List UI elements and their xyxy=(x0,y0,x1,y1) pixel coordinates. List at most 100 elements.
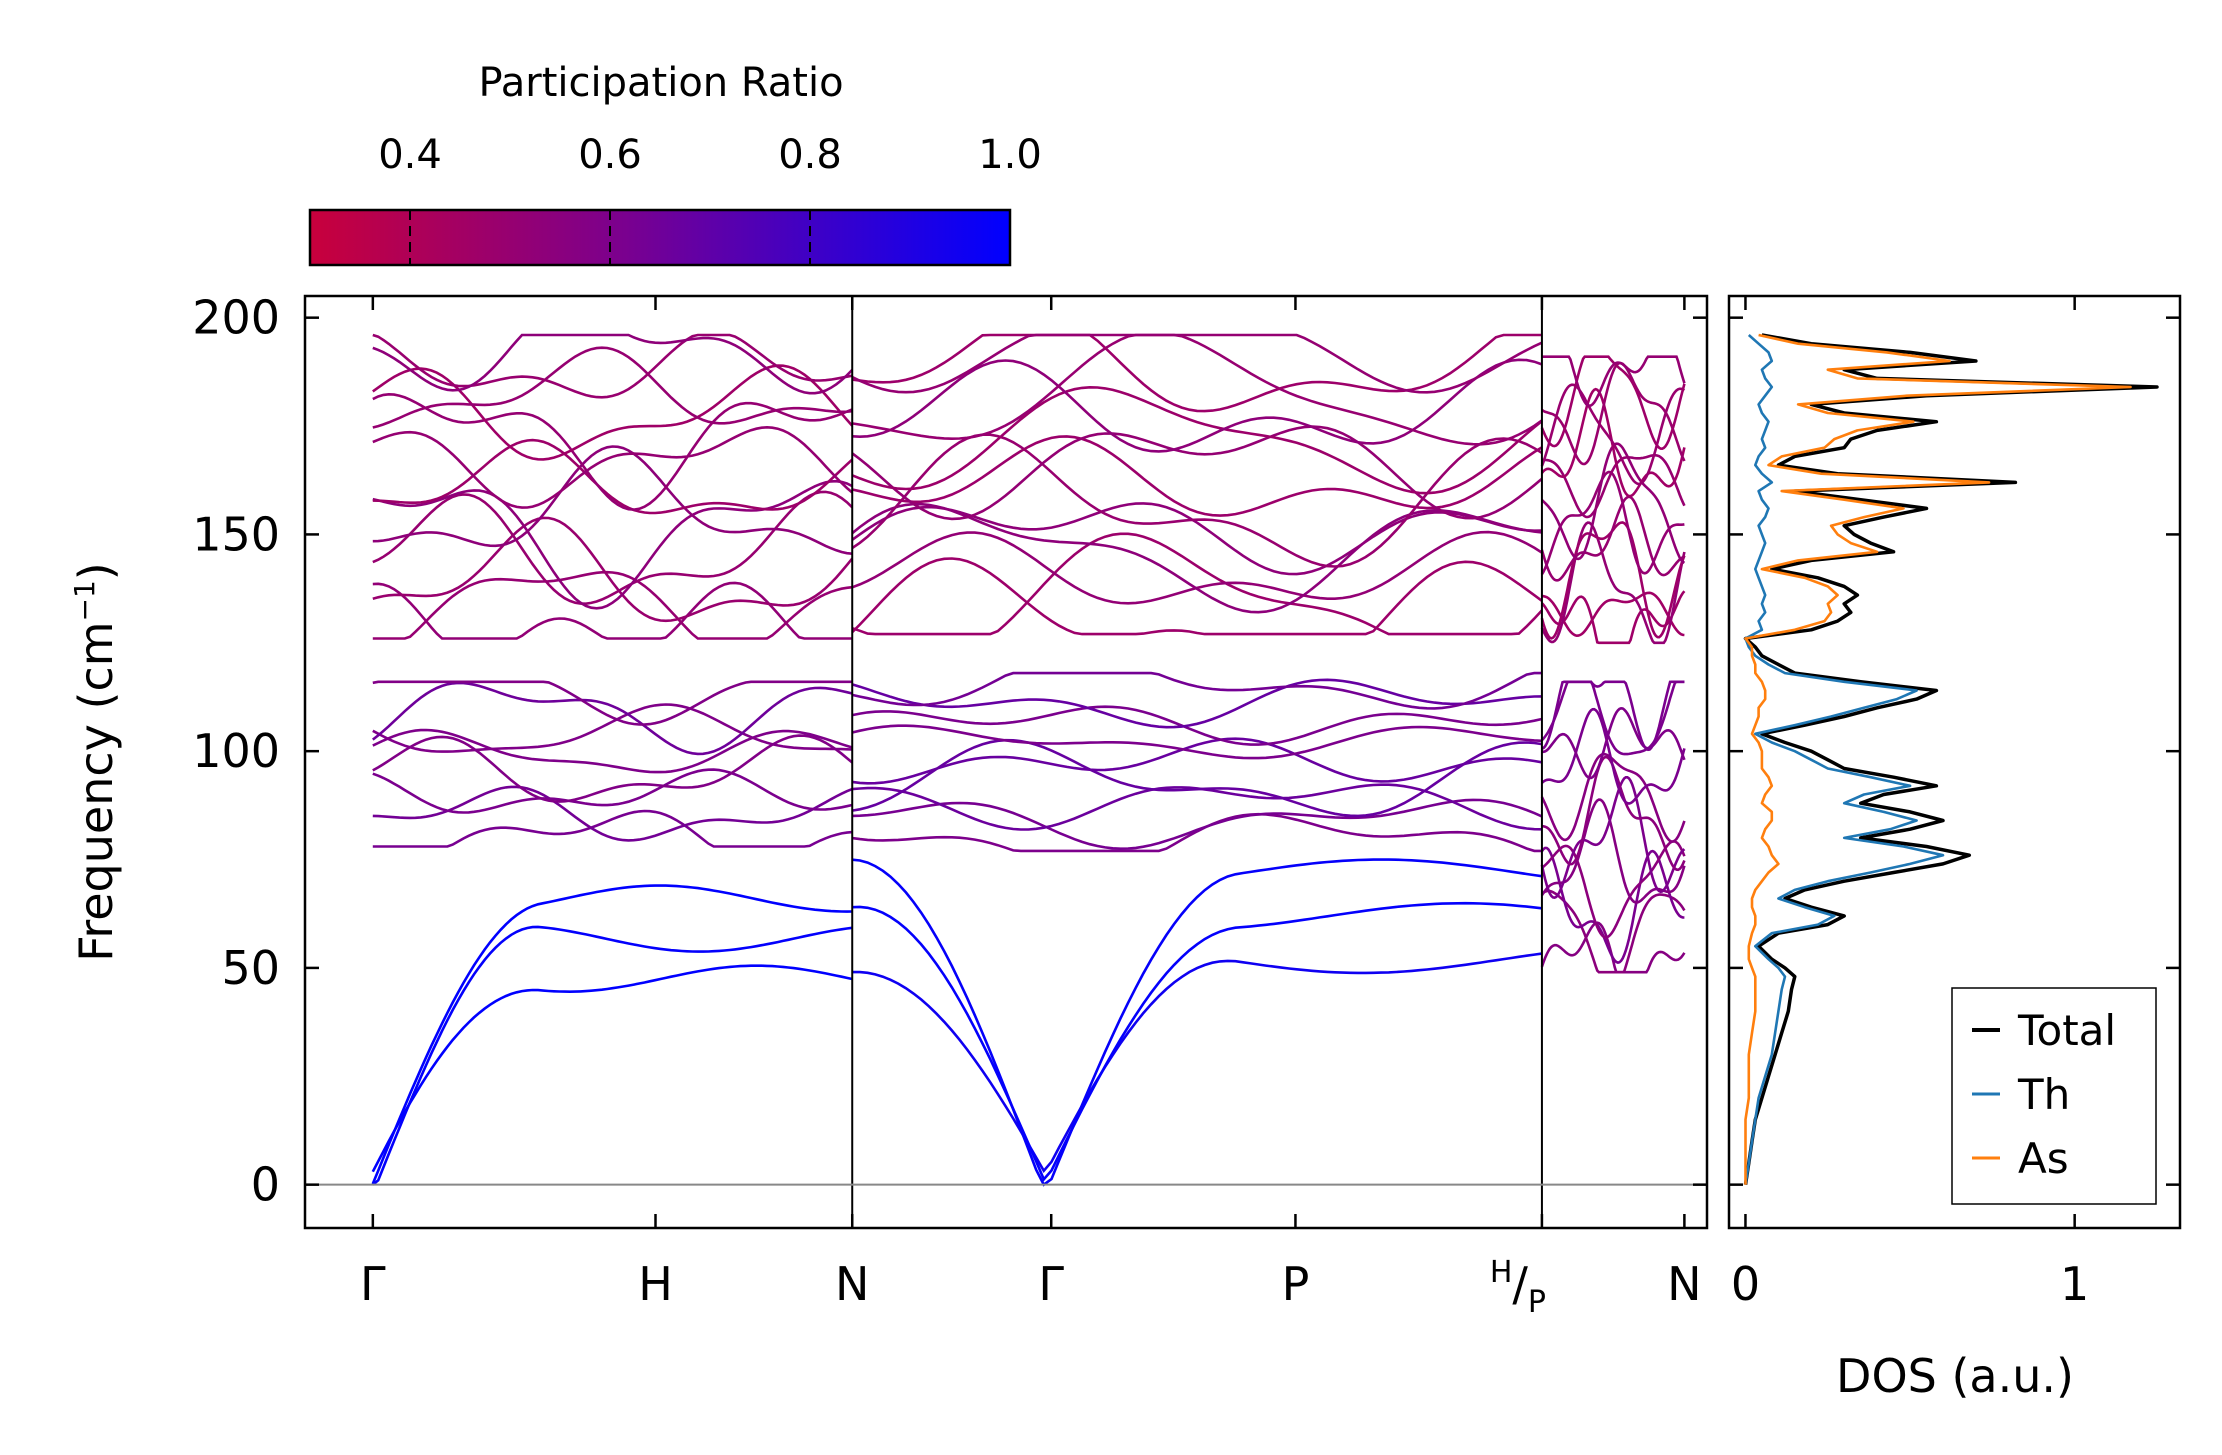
dos-x-tick-label: 1 xyxy=(2060,1257,2089,1311)
dos-curve-as xyxy=(1744,333,2132,1185)
band-y-tick-label: 0 xyxy=(251,1158,280,1212)
phonon-band xyxy=(372,570,853,640)
phonon-band xyxy=(372,479,853,610)
legend-box xyxy=(1951,987,2157,1205)
phonon-band xyxy=(851,333,1543,446)
phonon-band xyxy=(372,809,853,848)
dos-x-tick-label: 0 xyxy=(1731,1257,1760,1311)
phonon-band xyxy=(372,516,854,623)
phonon-band xyxy=(372,333,853,399)
legend-label-total: Total xyxy=(2017,1006,2116,1055)
phonon-band xyxy=(372,490,854,606)
phonon-band xyxy=(372,392,853,511)
colorbar-title: Participation Ratio xyxy=(478,60,843,106)
phonon-band xyxy=(851,678,1542,729)
band-y-label: Frequency (cm−1) xyxy=(68,562,123,962)
phonon-band xyxy=(1540,383,1686,486)
band-y-tick-label: 200 xyxy=(192,291,280,345)
phonon-band xyxy=(852,737,1543,785)
high-symmetry-label: P xyxy=(1282,1257,1310,1311)
phonon-band xyxy=(371,884,853,1185)
phonon-band xyxy=(1541,355,1686,408)
phonon-band xyxy=(1541,680,1685,752)
dos-lines xyxy=(1743,333,2159,1185)
phonon-band xyxy=(1540,798,1686,904)
phonon-band xyxy=(372,785,853,842)
high-symmetry-label: N xyxy=(835,1257,869,1311)
high-symmetry-label: H/P xyxy=(1490,1255,1546,1320)
phonon-band xyxy=(1541,840,1686,939)
phonon-band xyxy=(1540,495,1685,582)
phonon-band xyxy=(852,952,1543,1174)
high-symmetry-label: N xyxy=(1667,1257,1701,1311)
band-y-tick-label: 150 xyxy=(192,507,280,561)
dos-curve-total xyxy=(1743,333,2159,1185)
phonon-band xyxy=(372,581,853,640)
phonon-band xyxy=(1541,591,1685,638)
colorbar-ticks: 0.4 0.6 0.8 1.0 xyxy=(378,132,1042,265)
phonon-band xyxy=(851,502,1542,576)
phonon-band xyxy=(1540,355,1686,451)
phonon-band xyxy=(1541,706,1686,780)
legend-label-th: Th xyxy=(2017,1070,2070,1119)
high-symmetry-label: H xyxy=(638,1257,673,1311)
phonon-band xyxy=(372,728,853,774)
phonon-band xyxy=(372,438,854,515)
phonon-band xyxy=(371,925,853,1186)
colorbar-tick-label: 0.8 xyxy=(778,132,842,178)
legend-label-as: As xyxy=(2018,1134,2069,1183)
dos-frame xyxy=(1727,294,2182,1230)
colorbar: Participation Ratio 0.4 0.6 0.8 1.0 xyxy=(308,60,1042,267)
high-symmetry-label: Γ xyxy=(360,1257,386,1311)
colorbar-tick-label: 1.0 xyxy=(978,132,1042,178)
phonon-band xyxy=(851,333,1543,394)
band-x-ticks: Γ H N Γ P H/P N xyxy=(360,296,1702,1320)
phonon-band xyxy=(852,798,1543,851)
phonon-band xyxy=(851,557,1543,636)
band-y-ticks: 0 50 100 150 200 xyxy=(192,291,1707,1212)
phonon-band xyxy=(851,738,1543,818)
phonon-band xyxy=(1540,521,1686,645)
dos-x-label: DOS (a.u.) xyxy=(1836,1349,2074,1403)
phonon-band xyxy=(372,346,853,429)
phonon-band xyxy=(852,901,1543,1182)
phonon-band xyxy=(372,680,853,726)
phonon-band xyxy=(1541,707,1686,805)
phonon-band xyxy=(852,783,1542,831)
phonon-band xyxy=(851,530,1543,605)
phonon-band xyxy=(1541,454,1686,519)
phonon-band xyxy=(852,858,1543,1187)
colorbar-gradient xyxy=(308,208,1012,267)
phonon-band xyxy=(851,705,1543,746)
phonon-band xyxy=(372,768,853,814)
phonon-band xyxy=(851,532,1543,636)
phonon-band xyxy=(1541,361,1686,466)
phonon-band xyxy=(372,425,854,509)
phonon-band xyxy=(372,445,853,555)
colorbar-tick-label: 0.6 xyxy=(578,132,642,178)
phonon-band xyxy=(852,358,1543,453)
phonon-band xyxy=(852,812,1542,853)
colorbar-tick-label: 0.4 xyxy=(378,132,442,178)
phonon-band xyxy=(1540,752,1686,843)
band-frame xyxy=(303,294,1709,1230)
phonon-band xyxy=(1540,470,1685,575)
phonon-band xyxy=(1540,846,1685,964)
phonon-band xyxy=(1540,387,1686,498)
phonon-band xyxy=(1540,680,1685,756)
phonon-band xyxy=(372,333,854,395)
legend: Total Th As xyxy=(1951,987,2157,1205)
band-structure-panel: 0 50 100 150 200 Γ H N Γ P H/P N Frequency (cm−1) xyxy=(68,291,1709,1320)
high-symmetry-label: Γ xyxy=(1038,1257,1064,1311)
dos-curve-th xyxy=(1744,334,1945,1185)
dos-y-ticks xyxy=(1729,316,2180,1186)
high-symmetry-lines xyxy=(851,296,1543,1228)
phonon-band xyxy=(851,385,1543,495)
band-y-tick-label: 100 xyxy=(192,724,280,778)
phonon-band xyxy=(851,724,1542,760)
band-y-tick-label: 50 xyxy=(221,941,280,995)
phonon-band xyxy=(1540,590,1686,645)
